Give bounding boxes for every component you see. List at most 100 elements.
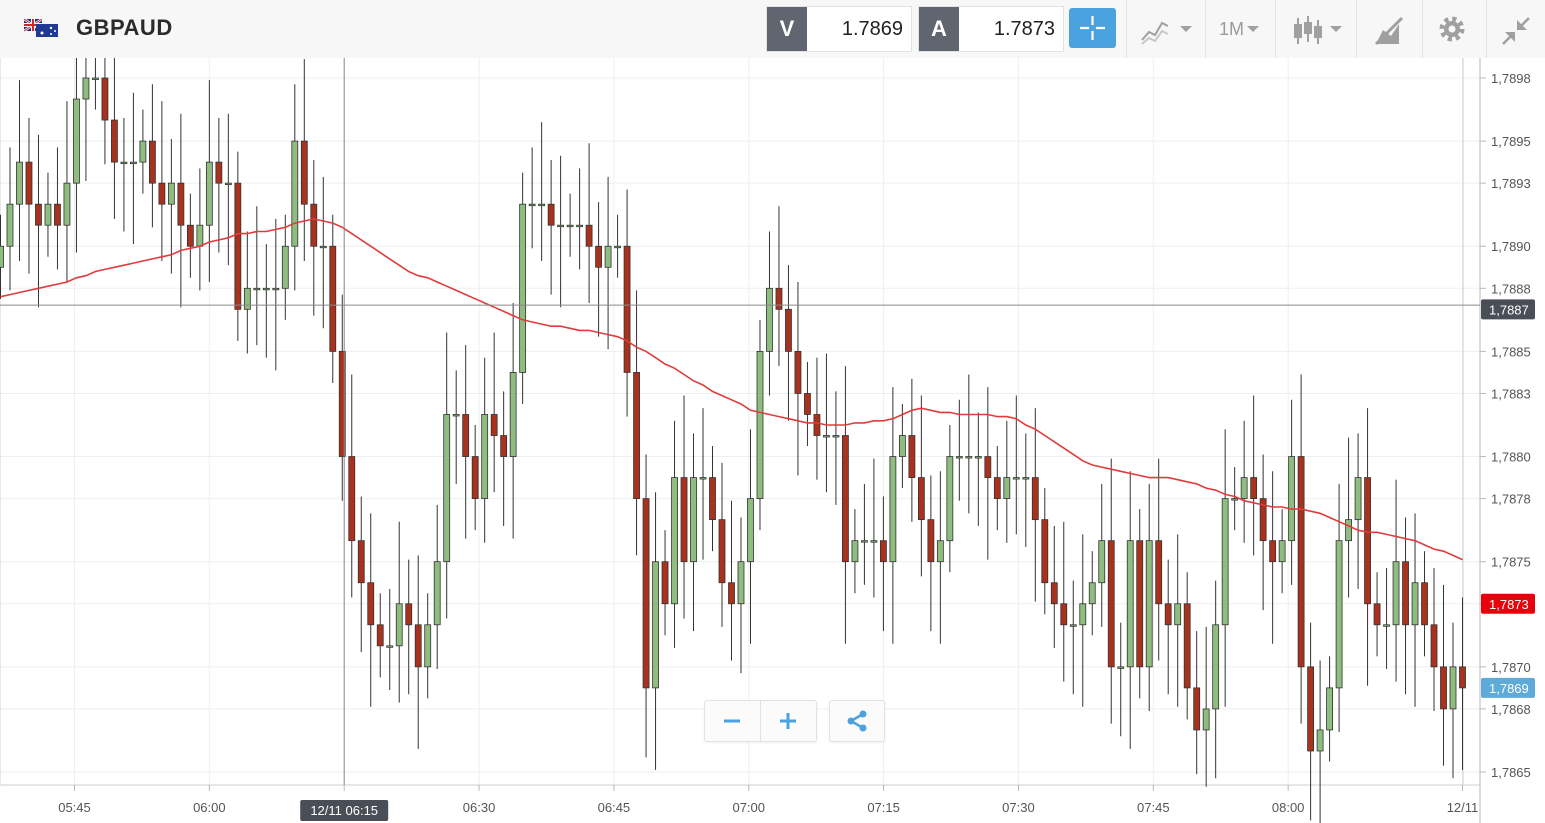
candle-body-up xyxy=(319,245,327,249)
candle xyxy=(130,92,137,245)
candle-body-down xyxy=(376,624,384,647)
collapse-button[interactable] xyxy=(1499,10,1531,48)
candle-body-up xyxy=(1316,729,1324,752)
candle-body-down xyxy=(1250,477,1258,500)
candle xyxy=(300,59,308,261)
candle xyxy=(1278,509,1286,594)
drawing-tools-button[interactable] xyxy=(1373,10,1405,48)
candle xyxy=(955,399,963,501)
candle xyxy=(329,214,337,383)
candle-body-down xyxy=(709,477,716,521)
candle xyxy=(661,530,669,636)
candle xyxy=(1193,631,1201,775)
candle xyxy=(756,319,764,531)
candle xyxy=(1430,568,1438,712)
candle-body-down xyxy=(1373,603,1381,626)
candle-body-up xyxy=(519,203,527,373)
candle-body-up xyxy=(6,203,14,247)
ask-price-badge: 1,7873 xyxy=(1481,593,1535,614)
cursor-time-badge-background xyxy=(300,800,389,821)
candle xyxy=(832,391,840,505)
candle-body-up xyxy=(509,372,517,457)
settings-button[interactable] xyxy=(1436,10,1468,48)
share-button[interactable] xyxy=(829,700,885,742)
candle-body-down xyxy=(462,414,470,457)
candle-body-up xyxy=(139,140,147,163)
x-tick-label: 07:30 xyxy=(1002,800,1035,815)
y-tick-label: 1,7878 xyxy=(1491,492,1531,507)
y-tick-label: 1,7875 xyxy=(1491,555,1531,570)
candle-body-up xyxy=(73,98,80,184)
cursor-price-badge-background xyxy=(1481,299,1535,320)
candle-body-up xyxy=(424,624,432,668)
candle-body-up xyxy=(756,350,764,500)
candle xyxy=(1364,408,1371,686)
zoom-out-button[interactable] xyxy=(705,701,759,741)
candle-body-up xyxy=(120,161,128,165)
candle xyxy=(1421,551,1428,657)
buy-quote[interactable]: A 1.7873 xyxy=(918,6,1064,52)
price-chart[interactable]: 1,7898 1,7895 1,7893 1,7890 1,7888 1,7885 1,78… xyxy=(0,58,1545,823)
candle xyxy=(186,193,194,278)
candle-body-down xyxy=(329,245,337,352)
candle xyxy=(348,374,356,598)
zoom-in-button[interactable] xyxy=(761,701,815,741)
candle xyxy=(1373,572,1381,657)
candle xyxy=(1231,467,1239,531)
candle xyxy=(139,109,147,194)
candle-body-up xyxy=(262,287,270,291)
candle-body-down xyxy=(1364,477,1371,605)
candle-body-up xyxy=(1022,477,1030,480)
x-tick-label: 08:00 xyxy=(1272,800,1305,815)
candle-body-up xyxy=(1003,477,1011,500)
candle-body-down xyxy=(1430,624,1438,668)
candle-body-up xyxy=(1098,540,1106,584)
y-tick-label: 1,7885 xyxy=(1491,344,1531,359)
candle xyxy=(1259,454,1267,611)
timeframe-button[interactable]: 1M xyxy=(1219,10,1260,48)
candle-style-button[interactable] xyxy=(1292,10,1346,48)
candle-body-down xyxy=(1193,687,1201,731)
candle-body-down xyxy=(148,140,156,184)
candle xyxy=(101,58,109,165)
candle xyxy=(595,202,602,337)
candle xyxy=(680,395,688,619)
candle-body-down xyxy=(186,224,194,247)
candle-body-down xyxy=(804,393,811,415)
candle-body-down xyxy=(490,414,498,436)
candle xyxy=(642,454,650,758)
candle xyxy=(1307,622,1315,821)
chart-type-button[interactable] xyxy=(1140,10,1196,48)
candle xyxy=(167,138,175,274)
candle xyxy=(566,193,574,257)
crosshair-button[interactable] xyxy=(1069,8,1116,48)
candle-body-down xyxy=(623,245,631,373)
y-tick-label: 1,7880 xyxy=(1491,450,1531,465)
sell-quote[interactable]: V 1.7869 xyxy=(766,6,912,52)
candle-body-down xyxy=(1269,540,1277,563)
candle-body-up xyxy=(0,245,4,268)
candle-body-up xyxy=(253,287,261,291)
candle xyxy=(699,408,707,560)
candle-body-down xyxy=(177,182,185,226)
x-tick-label: 06:00 xyxy=(193,800,226,815)
candle xyxy=(528,147,536,249)
bid-price-badge: 1,7869 xyxy=(1481,677,1535,698)
candle xyxy=(1392,479,1400,682)
x-tick-label: 05:45 xyxy=(58,800,91,815)
candle-body-down xyxy=(1107,540,1115,668)
candle-body-down xyxy=(547,203,555,226)
candle xyxy=(405,559,413,695)
candle xyxy=(728,500,735,661)
candle xyxy=(671,420,678,648)
candle xyxy=(234,151,242,341)
toolbar-divider xyxy=(1356,0,1357,58)
cursor-time-badge: 12/11 06:15 xyxy=(300,800,389,821)
candle xyxy=(500,391,508,526)
candle xyxy=(1022,433,1030,547)
candle-body-down xyxy=(917,477,925,521)
candle-body-up xyxy=(1326,687,1333,731)
candle xyxy=(6,147,14,291)
candle xyxy=(92,58,99,110)
candle xyxy=(1050,525,1058,648)
